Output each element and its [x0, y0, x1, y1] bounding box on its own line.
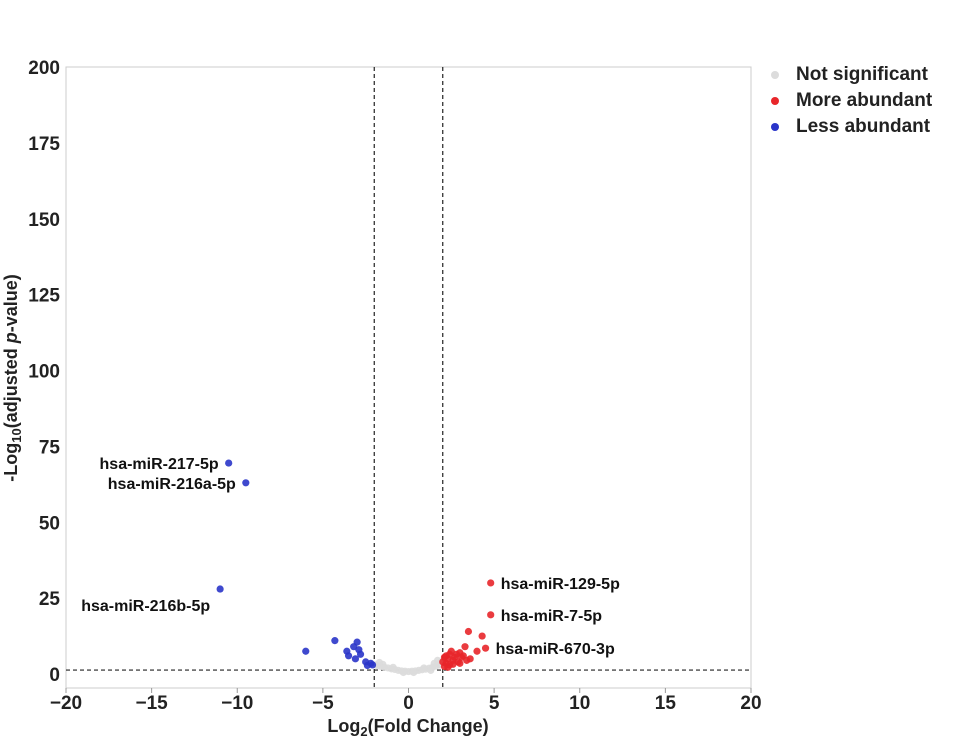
- point-less-abundant: [363, 661, 371, 670]
- x-tick-label: 10: [569, 693, 590, 714]
- plot-area: [65, 66, 752, 689]
- x-tick-label: 20: [740, 693, 761, 714]
- y-tick-label: 175: [28, 134, 60, 155]
- point-not-significant: [427, 666, 435, 674]
- legend-marker-less-abundant: [771, 123, 779, 131]
- point-less-abundant: [225, 459, 233, 467]
- x-tick-label: −20: [50, 693, 82, 714]
- point-more-abundant: [466, 655, 474, 663]
- point-more-abundant: [487, 579, 495, 587]
- point-annotation: hsa-miR-670-3p: [496, 641, 615, 658]
- legend-label-less-abundant: Less abundant: [796, 116, 931, 137]
- point-less-abundant: [353, 638, 361, 646]
- point-more-abundant: [473, 647, 481, 655]
- point-more-abundant: [464, 627, 473, 636]
- y-tick-label: 25: [39, 589, 61, 610]
- point-annotation: hsa-miR-216a-5p: [108, 476, 236, 493]
- point-annotation: hsa-miR-129-5p: [501, 576, 620, 593]
- x-tick-label: 15: [655, 693, 677, 714]
- x-tick-label: 0: [403, 693, 414, 714]
- y-tick-label: 200: [28, 58, 60, 79]
- point-more-abundant: [449, 660, 457, 668]
- x-tick-label: −10: [221, 693, 253, 714]
- legend-marker-more-abundant: [771, 97, 779, 105]
- point-not-significant: [410, 668, 418, 677]
- point-less-abundant: [351, 655, 360, 663]
- legend-label-not-significant: Not significant: [796, 64, 929, 85]
- point-less-abundant: [356, 650, 365, 658]
- point-more-abundant: [481, 644, 490, 652]
- point-more-abundant: [478, 632, 486, 640]
- y-tick-label: 150: [28, 210, 60, 231]
- y-tick-label: 75: [39, 437, 61, 458]
- legend: Not significant More abundant Less abund…: [771, 64, 933, 137]
- y-tick-label: 0: [49, 665, 60, 686]
- point-annotation: hsa-miR-217-5p: [100, 456, 219, 473]
- y-tick-label: 100: [28, 362, 60, 383]
- x-axis-title: Log2(Fold Change): [327, 716, 488, 736]
- legend-label-more-abundant: More abundant: [796, 90, 933, 111]
- point-less-abundant: [216, 585, 224, 593]
- point-more-abundant: [446, 650, 454, 658]
- point-less-abundant: [344, 652, 353, 660]
- legend-marker-not-significant: [771, 71, 779, 79]
- x-tick-label: −15: [136, 693, 169, 714]
- point-less-abundant: [331, 637, 339, 645]
- point-less-abundant: [242, 479, 250, 487]
- data-points: [216, 459, 495, 677]
- threshold-lines: [66, 67, 751, 688]
- y-tick-label: 50: [39, 513, 60, 534]
- point-labels: hsa-miR-217-5p hsa-miR-216a-5p hsa-miR-216…: [81, 456, 620, 658]
- point-more-abundant: [461, 643, 469, 651]
- y-axis-ticks: 0 25 50 75 100 125 150 175 200: [28, 58, 60, 686]
- point-annotation: hsa-miR-7-5p: [501, 608, 603, 625]
- point-not-significant: [420, 664, 428, 672]
- x-tick-label: 5: [489, 693, 500, 714]
- point-less-abundant: [302, 647, 310, 655]
- x-axis-ticks: −20 −15 −10 −5 0 5 10 15 20: [50, 688, 762, 714]
- y-tick-label: 125: [28, 286, 60, 307]
- point-annotation: hsa-miR-216b-5p: [81, 598, 210, 615]
- y-axis-title: -Log10(adjusted p-value): [1, 274, 24, 482]
- point-not-significant: [389, 663, 397, 671]
- point-not-significant: [375, 658, 383, 667]
- point-not-significant: [399, 668, 407, 677]
- x-tick-label: −5: [312, 693, 334, 714]
- point-more-abundant: [487, 611, 495, 619]
- point-more-abundant: [456, 659, 464, 667]
